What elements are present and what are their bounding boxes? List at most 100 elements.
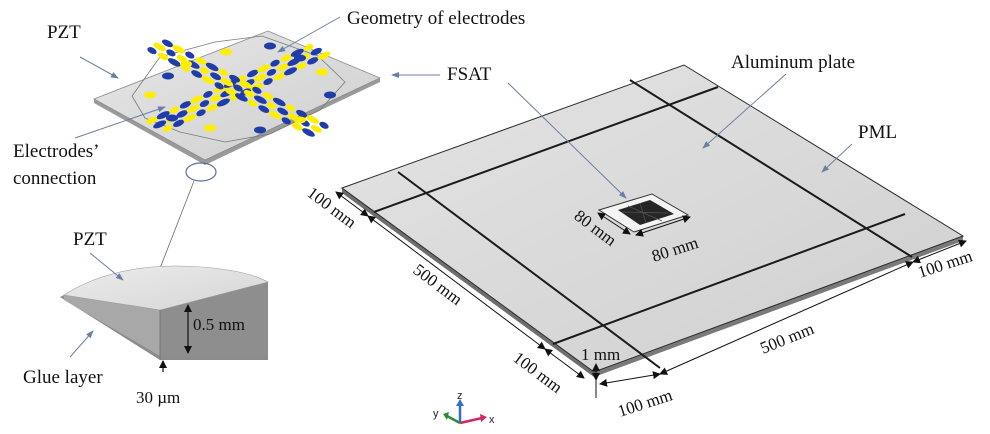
electrode-finger xyxy=(206,103,218,112)
label-geometry-of-electrodes: Geometry of electrodes xyxy=(347,8,525,29)
axis-triad: z x y xyxy=(433,390,495,426)
electrode-finger xyxy=(277,107,289,116)
electrode-finger xyxy=(168,58,181,67)
electrode-finger xyxy=(306,115,320,124)
electrode-finger xyxy=(210,94,222,103)
electrode-finger xyxy=(296,62,307,70)
electrode-finger xyxy=(162,125,173,132)
electrode-finger xyxy=(284,67,297,76)
electrode-finger xyxy=(180,60,192,68)
electrode-finger xyxy=(191,70,203,78)
electrode-finger xyxy=(273,72,285,81)
axis-y-head xyxy=(443,412,449,420)
electrode-finger xyxy=(303,44,314,52)
electrode-finger xyxy=(147,47,157,55)
label-aluminum-plate: Aluminum plate xyxy=(731,52,855,73)
fsat-width-arrow xyxy=(635,215,691,237)
electrode-finger xyxy=(294,116,306,124)
dim-plate-thickness: 1 mm xyxy=(581,345,620,364)
electrode-finger xyxy=(186,104,200,113)
electrode-finger xyxy=(302,128,315,137)
electrode-finger xyxy=(166,49,176,57)
electrode-finger xyxy=(239,80,253,89)
electrode-finger xyxy=(220,77,234,87)
electrode-finger xyxy=(199,100,210,108)
electrode-finger xyxy=(210,72,222,81)
electrode-finger xyxy=(310,125,322,133)
pml-boundary-right xyxy=(629,79,913,258)
electrode-pattern xyxy=(144,39,336,137)
label-glue-layer: Glue layer xyxy=(23,367,103,388)
dim-pml-bottom: 100 mm xyxy=(615,385,674,420)
electrode-finger xyxy=(290,48,304,57)
electrode-finger xyxy=(201,75,215,85)
electrode-finger xyxy=(153,120,167,129)
electrode-finger xyxy=(262,92,274,100)
electrode-finger xyxy=(266,68,277,76)
electrode-finger xyxy=(195,57,207,65)
electrode-finger xyxy=(247,99,258,107)
electrode-finger xyxy=(204,124,216,132)
electrode-finger xyxy=(153,42,167,52)
electrode-finger xyxy=(263,78,273,86)
electrode-finger xyxy=(257,64,271,73)
electrode-finger xyxy=(285,104,296,112)
leader-lines xyxy=(69,16,853,358)
pzt-disc-top xyxy=(63,265,269,311)
label-pzt-bottom: PZT xyxy=(73,229,107,250)
electrode-finger xyxy=(203,90,213,98)
electrode-finger xyxy=(235,93,248,102)
label-electrodes-connection-2: connection xyxy=(13,168,97,189)
electrode-finger xyxy=(205,62,219,72)
left-dimension-lines xyxy=(335,191,585,379)
zoom-circle xyxy=(185,162,217,182)
electrode-finger xyxy=(254,95,267,104)
pzt-transducer-view xyxy=(93,30,381,165)
electrode-finger xyxy=(272,97,286,107)
label-pml: PML xyxy=(858,122,897,143)
electrode-finger xyxy=(176,110,188,118)
dim-pml-bottom-left: 100 mm xyxy=(510,348,566,397)
electrode-finger xyxy=(233,84,243,92)
electrode-finger xyxy=(229,74,241,83)
electrode-finger xyxy=(157,52,169,61)
axis-z-label: z xyxy=(457,390,463,402)
electrode-finger xyxy=(319,121,329,129)
electrode-finger xyxy=(254,126,266,134)
electrode-finger xyxy=(324,91,336,99)
electrode-finger xyxy=(216,98,230,107)
pml-boundary-back-left xyxy=(373,86,719,213)
electrode-finger xyxy=(307,57,319,65)
zoom-connector-line xyxy=(156,180,195,277)
electrode-finger xyxy=(156,111,170,120)
electrode-finger xyxy=(317,51,331,60)
electrode-finger xyxy=(214,82,224,90)
axis-x-head xyxy=(480,414,487,422)
electrode-finger xyxy=(270,59,280,67)
electrode-finger xyxy=(291,122,303,131)
electrode-finger xyxy=(266,101,277,110)
electrode-finger xyxy=(162,72,174,80)
bottom-dimension-lines xyxy=(599,239,967,387)
dim-glue-thickness: 30 µm xyxy=(136,388,180,407)
fsat-depth-arrow xyxy=(597,212,631,235)
electrode-finger xyxy=(183,113,197,123)
electrode-finger xyxy=(190,95,204,104)
electrode-finger xyxy=(166,114,178,122)
dim-plate-bottom: 500 mm xyxy=(757,319,816,358)
electrode-finger xyxy=(310,47,322,56)
electrode-finger xyxy=(144,91,156,99)
electrode-finger xyxy=(224,87,236,96)
label-pzt-top: PZT xyxy=(47,22,81,43)
plate-model xyxy=(335,64,967,398)
label-fsat: FSAT xyxy=(447,64,492,85)
electrode-finger xyxy=(253,73,267,82)
electrode-finger xyxy=(252,86,262,94)
electrode-finger xyxy=(162,39,173,48)
axis-y-label: y xyxy=(433,408,439,420)
electrode-finger xyxy=(169,106,180,114)
dim-pzt-thickness: 0.5 mm xyxy=(193,315,245,334)
electrode-finger xyxy=(264,42,276,50)
electrode-finger xyxy=(316,68,328,76)
